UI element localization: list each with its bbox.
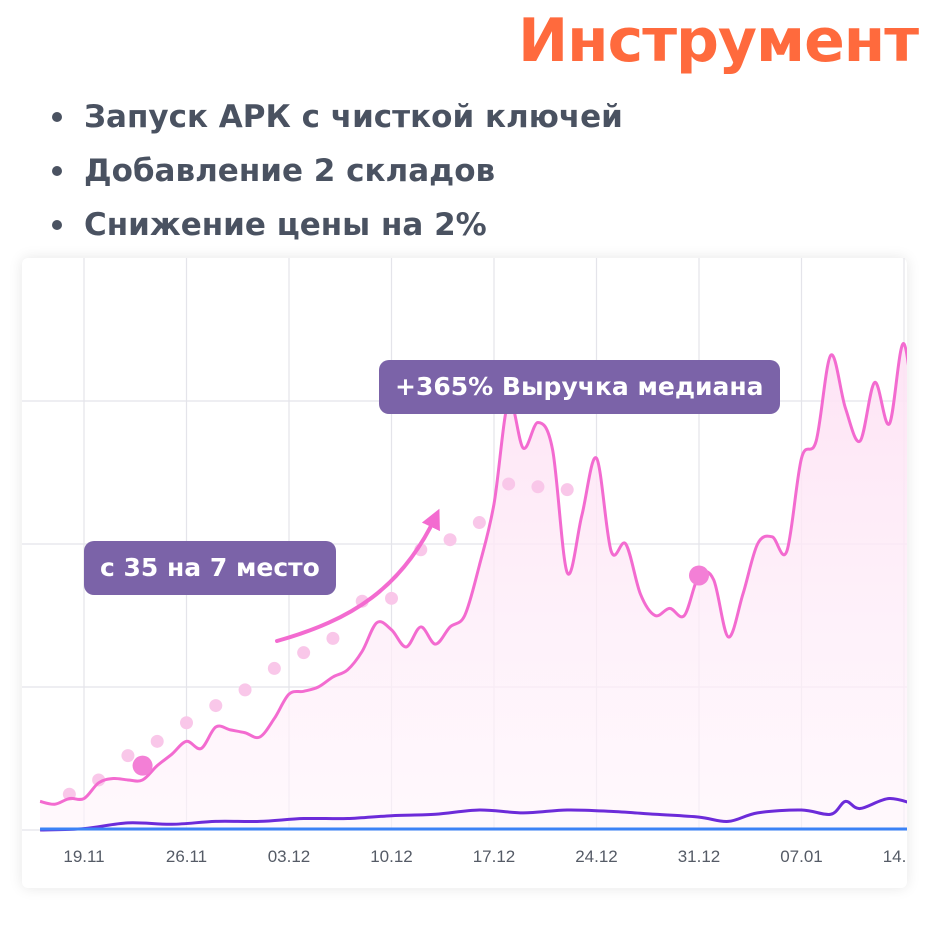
secondary-line xyxy=(40,797,907,832)
x-tick-label: 26.11 xyxy=(166,847,207,866)
median-point xyxy=(472,516,486,530)
bullet-text: Снижение цены на 2% xyxy=(84,207,487,243)
x-tick-label: 24.12 xyxy=(575,847,618,866)
bullet-dot-icon xyxy=(52,166,62,176)
median-point xyxy=(267,661,281,675)
median-point xyxy=(297,646,311,660)
highlight-point xyxy=(689,565,709,586)
x-tick-label: 07.01 xyxy=(780,847,823,866)
median-point xyxy=(121,749,135,763)
rank-badge: с 35 на 7 место xyxy=(84,541,336,595)
median-point xyxy=(385,591,398,605)
highlight-point xyxy=(132,755,153,776)
x-tick-label: 19.11 xyxy=(63,847,104,866)
revenue-badge: +365% Выручка медиана xyxy=(379,360,780,414)
bullet-text: Добавление 2 складов xyxy=(84,153,496,189)
x-tick-label: 10.12 xyxy=(370,847,413,866)
median-point xyxy=(531,480,545,494)
median-point xyxy=(560,483,574,497)
revenue-area xyxy=(40,343,907,830)
median-point xyxy=(443,533,457,547)
bullet-text: Запуск АРК с чисткой ключей xyxy=(84,99,623,135)
x-tick-label: 14.01 xyxy=(883,847,907,866)
bullet-item: Снижение цены на 2% xyxy=(52,198,623,252)
page-title: Инструмент xyxy=(517,6,919,76)
bullet-dot-icon xyxy=(52,220,62,230)
median-point xyxy=(502,477,516,491)
median-point xyxy=(150,734,164,748)
revenue-line xyxy=(39,342,907,806)
x-tick-label: 17.12 xyxy=(473,847,516,866)
chart-card: 19.11 26.11 03.12 10.12 17.12 24.12 31.12 07.01… xyxy=(22,258,907,888)
median-point xyxy=(238,683,252,697)
x-tick-label: 03.12 xyxy=(268,847,311,866)
median-point xyxy=(92,773,106,787)
bullet-list: Запуск АРК с чисткой ключей Добавление 2… xyxy=(52,90,623,252)
bullet-dot-icon xyxy=(52,112,62,122)
median-point xyxy=(180,716,193,730)
bullet-item: Добавление 2 складов xyxy=(52,144,623,198)
trend-arrow xyxy=(275,508,440,643)
bullet-item: Запуск АРК с чисткой ключей xyxy=(52,90,623,144)
x-tick-label: 31.12 xyxy=(678,847,721,866)
median-point xyxy=(326,631,340,645)
median-point xyxy=(209,699,223,713)
